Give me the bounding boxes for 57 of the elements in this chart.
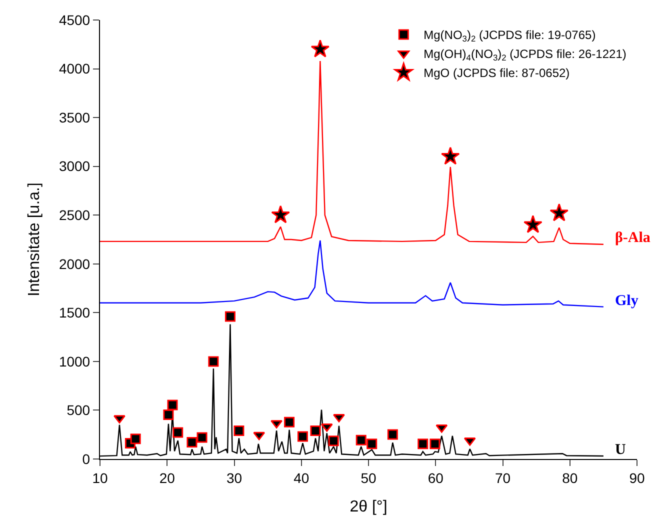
point bbox=[418, 438, 428, 450]
x-axis-title: 2θ [°] bbox=[350, 498, 388, 516]
x-tick-label: 40 bbox=[294, 470, 310, 486]
point bbox=[172, 427, 184, 438]
y-tick-label: 3000 bbox=[58, 158, 90, 174]
x-tick-label: 80 bbox=[562, 470, 578, 486]
series-label: U bbox=[615, 442, 626, 458]
point bbox=[196, 432, 208, 443]
point bbox=[440, 146, 460, 165]
point bbox=[297, 431, 308, 442]
legend-label: Mg(OH)$_{4}$(NO$_{3}$)$_{2}$ (JCPDS file: 26-1221) bbox=[424, 47, 626, 63]
series-label: Gly bbox=[615, 293, 639, 309]
x-tick-label: 50 bbox=[360, 470, 376, 486]
point bbox=[430, 438, 440, 450]
y-tick-label: 1500 bbox=[58, 304, 90, 321]
y-tick-label: 0 bbox=[82, 450, 90, 467]
y-tick-label: 1000 bbox=[58, 353, 90, 370]
point bbox=[208, 356, 219, 367]
line-series bbox=[100, 240, 604, 308]
point bbox=[271, 205, 290, 224]
point bbox=[270, 420, 282, 428]
y-axis-title: Intensitate [u.a.] bbox=[26, 182, 43, 296]
point bbox=[310, 426, 321, 436]
point bbox=[186, 436, 198, 448]
point bbox=[333, 414, 345, 422]
legend-label: MgO (JCPDS file: 87-0652) bbox=[424, 66, 570, 80]
point bbox=[436, 424, 448, 433]
point bbox=[328, 436, 339, 446]
y-tick-label: 4000 bbox=[58, 60, 90, 77]
point bbox=[163, 410, 174, 420]
x-tick-label: 70 bbox=[494, 470, 511, 486]
point bbox=[130, 434, 141, 444]
point bbox=[387, 429, 398, 440]
point bbox=[224, 311, 236, 322]
point bbox=[356, 434, 366, 446]
x-tick-label: 10 bbox=[92, 470, 108, 486]
point bbox=[284, 416, 295, 428]
x-tick-label: 20 bbox=[159, 470, 176, 486]
y-tick-label: 4500 bbox=[58, 12, 90, 28]
point bbox=[366, 438, 378, 450]
point bbox=[114, 415, 126, 424]
point bbox=[524, 215, 542, 233]
point bbox=[310, 39, 330, 58]
point bbox=[167, 400, 178, 410]
point bbox=[253, 432, 266, 440]
y-tick-label: 2500 bbox=[58, 207, 90, 224]
x-tick-label: 90 bbox=[629, 470, 645, 486]
y-tick-label: 500 bbox=[66, 402, 90, 418]
point bbox=[234, 426, 244, 436]
line-series bbox=[100, 60, 604, 245]
x-tick-label: 30 bbox=[226, 470, 242, 486]
legend-label: Mg(NO$_{3}$)$_{2}$ (JCPDS file: 19-0765) bbox=[424, 28, 596, 44]
y-tick-label: 3500 bbox=[58, 109, 90, 126]
x-tick-label: 60 bbox=[428, 470, 444, 486]
point bbox=[550, 203, 569, 222]
series-label: β-Ala bbox=[615, 230, 651, 246]
y-tick-label: 2000 bbox=[58, 256, 90, 272]
